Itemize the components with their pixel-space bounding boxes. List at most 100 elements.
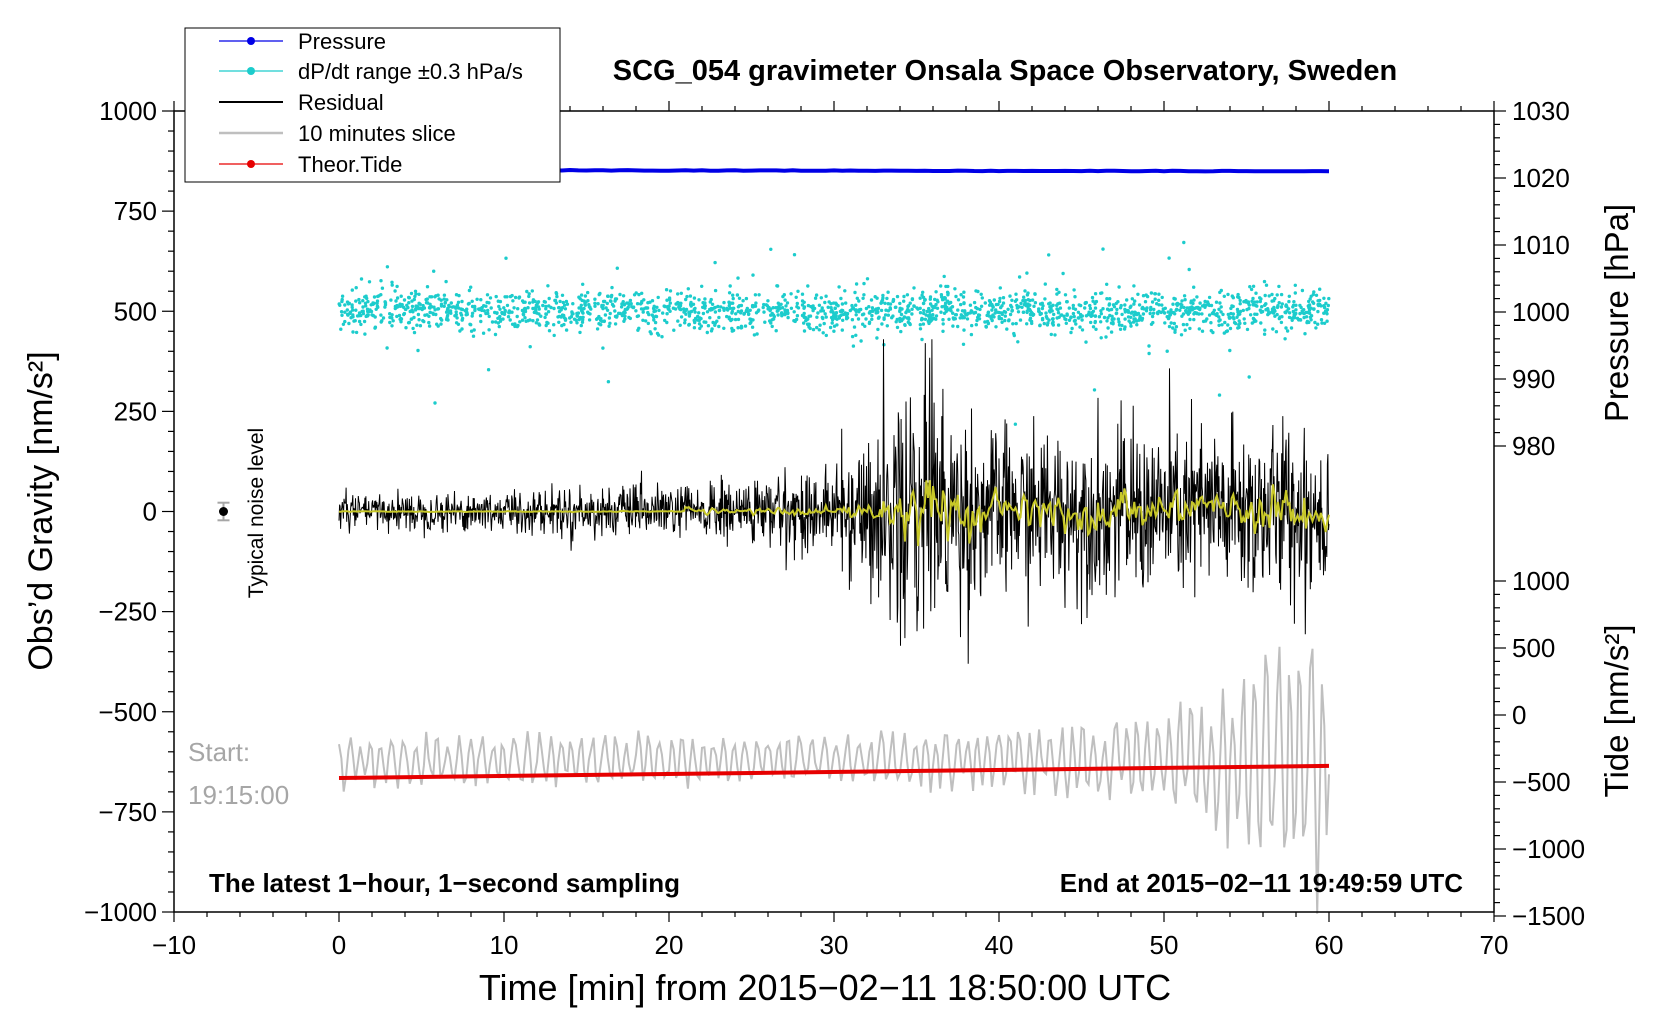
dpdt-point [1051,320,1055,324]
dpdt-point [389,298,393,302]
dpdt-point [375,299,380,303]
dpdt-point [1099,336,1103,340]
dpdt-point [1041,304,1045,308]
dpdt-point [1298,311,1302,316]
dpdt-point [693,320,697,325]
dpdt-point [731,293,735,297]
dpdt-point [470,299,474,303]
dpdt-point [954,294,958,299]
dpdt-point [1317,299,1321,303]
dpdt-point [1093,292,1098,296]
dpdt-point [1325,319,1329,323]
dpdt-point [755,332,759,336]
dpdt-point [622,303,627,307]
residual-line [338,339,1330,664]
dpdt-point [510,310,514,314]
dpdt-point [1144,293,1148,297]
dpdt-point [1109,307,1114,312]
dpdt-point [1094,327,1098,331]
dpdt-point [713,310,718,314]
plot-area [217,167,1331,914]
dpdt-point [947,317,951,321]
dpdt-point [709,297,713,302]
dpdt-point [364,304,368,308]
dpdt-point [1073,318,1078,323]
dpdt-point [725,314,729,319]
dpdt-point [713,323,717,327]
dpdt-point [851,344,856,348]
dpdt-point [739,324,744,328]
dpdt-point [815,315,819,319]
dpdt-point [635,314,639,319]
dpdt-point [546,310,551,314]
dpdt-point [1167,256,1171,260]
dpdt-point [398,304,403,308]
dpdt-point [711,320,715,325]
dpdt-point [886,309,891,313]
dpdt-point [912,286,916,290]
dpdt-point [537,312,541,316]
dpdt-point [425,313,429,317]
dpdt-point [1042,321,1047,326]
dpdt-point [416,312,421,317]
dpdt-point [1122,327,1127,331]
dpdt-point [839,296,843,301]
dpdt-point [1021,310,1026,314]
dpdt-point [657,308,661,313]
dpdt-point [1008,312,1013,317]
dpdt-point [489,306,493,310]
dpdt-point [1263,328,1267,332]
dpdt-point [1313,320,1317,325]
dpdt-point [731,296,735,301]
dpdt-point [632,293,637,297]
dpdt-point [1237,323,1241,327]
dpdt-point [748,317,752,321]
dpdt-point [1294,308,1298,312]
dpdt-point [586,310,590,314]
y-axis-label-pressure: Pressure [hPa] [1598,204,1635,422]
dpdt-point [353,319,357,323]
dpdt-point [956,308,960,312]
dpdt-point [1149,291,1154,295]
dpdt-point [1084,300,1089,305]
dpdt-point [886,302,890,306]
dpdt-point [1181,322,1186,327]
dpdt-point [1327,296,1331,301]
dpdt-point [1016,310,1021,314]
dpdt-point [697,311,701,315]
dpdt-point [471,334,476,338]
dpdt-point [1083,306,1087,310]
dpdt-point [879,308,884,313]
dpdt-point [905,293,910,297]
dpdt-point [1127,319,1131,323]
dpdt-point [407,301,411,305]
dpdt-point [842,312,846,317]
dpdt-point [660,335,664,339]
dpdt-point [614,297,619,301]
dpdt-point [921,322,926,326]
dpdt-point [385,265,390,269]
dpdt-point [368,308,372,312]
dpdt-point [1047,253,1051,257]
dpdt-point [870,313,874,318]
dpdt-scatter [337,240,1331,426]
dpdt-point [883,301,887,305]
dpdt-point [698,326,702,331]
dpdt-point [494,320,498,324]
dpdt-point [504,256,508,260]
dpdt-point [831,316,835,320]
dpdt-point [454,306,458,310]
dpdt-point [1101,307,1105,311]
dpdt-point [856,317,861,321]
dpdt-point [829,310,833,314]
dpdt-point [850,318,855,322]
dpdt-point [1106,326,1110,330]
dpdt-point [1210,311,1215,316]
dpdt-point [650,299,655,303]
dpdt-point [1311,300,1315,304]
dpdt-point [1223,320,1227,325]
dpdt-point [1080,314,1085,318]
dpdt-point [436,324,440,328]
dpdt-point [603,299,607,304]
dpdt-point [357,297,361,302]
